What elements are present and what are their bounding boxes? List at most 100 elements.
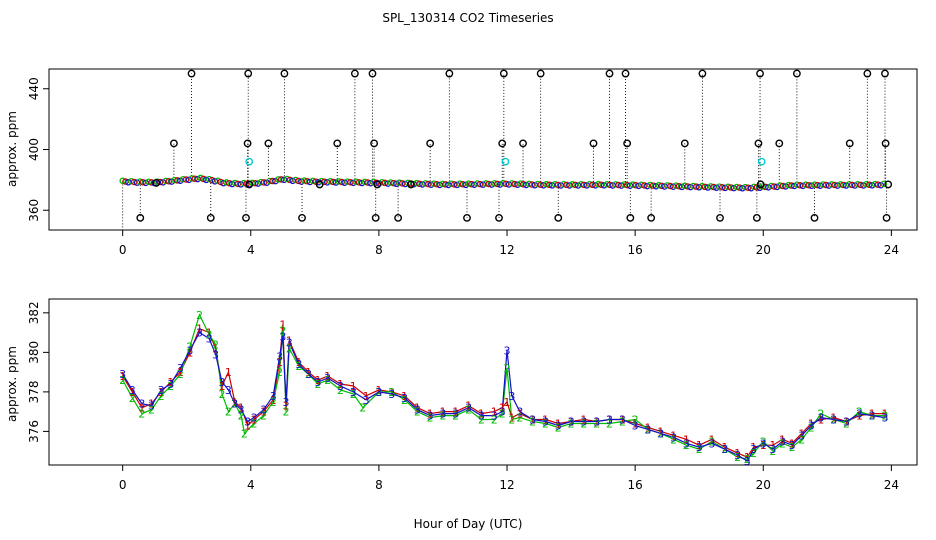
baseline-point [759,183,766,190]
outlier-point [754,139,763,148]
y-tick-label: 360 [27,199,41,222]
series-3-marker: 3 [632,419,639,432]
series-2-marker: 2 [798,433,805,446]
series-2-marker: 2 [452,410,459,423]
outlier-point [350,69,359,78]
series-2-marker: 2 [529,416,536,429]
series-3-marker: 3 [606,414,613,427]
series-3-marker: 3 [270,390,277,403]
outlier-point [407,180,415,189]
baseline-point [174,177,181,184]
series-1-marker: 1 [439,406,446,419]
series-3-marker: 3 [158,384,165,397]
series-1-marker: 1 [244,419,251,432]
baseline-point [779,182,787,190]
series-2-marker: 2 [177,368,184,381]
series-3-marker: 3 [250,412,257,425]
outlier-point [499,69,508,78]
series-3-marker: 3 [683,437,690,450]
outlier-point [242,213,250,222]
baseline-point [543,180,550,188]
series-2-marker: 2 [337,384,344,397]
outlier-point [605,69,614,78]
series-2-marker: 2 [283,406,290,419]
y-tick-label: 380 [27,341,41,364]
series-1-marker: 1 [529,414,536,427]
outlier-point [445,69,454,78]
baseline-point [387,179,395,186]
series-1-marker: 1 [279,319,286,332]
top-plot-frame [48,68,918,231]
series-3-marker: 3 [363,394,370,407]
baseline-point [283,175,291,183]
series-1-marker: 1 [270,394,277,407]
series-2-marker: 2 [499,408,506,421]
baseline-point [335,178,343,185]
baseline-point [260,179,268,186]
series-3-marker: 3 [491,410,498,423]
baseline-point [793,181,801,188]
baseline-point [517,180,524,187]
series-3-marker: 3 [478,410,485,423]
series-3-marker: 3 [869,410,876,423]
x-tick-label: 20 [756,478,771,492]
baseline-point [672,182,680,189]
baseline-point [439,180,446,188]
series-1-marker: 1 [225,366,232,379]
series-2-marker: 2 [465,404,472,417]
outlier-point [519,139,527,148]
series-2-marker: 2 [196,309,203,322]
series-2-marker: 2 [218,388,225,401]
series-3-marker: 3 [789,439,796,452]
series-2-marker: 2 [206,329,213,342]
series-3-line [122,331,886,462]
x-tick-label: 20 [756,243,771,257]
baseline-point [491,180,498,187]
series-3-marker: 3 [881,412,888,425]
series-2-marker: 2 [388,386,395,399]
series-1-marker: 1 [789,437,796,450]
series-3-marker: 3 [283,396,290,409]
series-3-marker: 3 [286,336,293,349]
series-1-marker: 1 [324,370,331,383]
series-2-marker: 2 [856,406,863,419]
series-3-marker: 3 [305,368,312,381]
series-1-marker: 1 [119,370,126,383]
series-3-marker: 3 [218,376,225,389]
bottom-y-axis: 376 378 380 382 [27,301,49,443]
series-3-marker: 3 [225,384,232,397]
series-2-marker: 2 [350,388,357,401]
outlier-point [394,213,403,222]
baseline-point [768,182,775,190]
baseline-point [664,182,671,189]
top-x-axis: 0 4 8 12 16 20 24 [119,230,899,257]
baseline-point [802,181,810,188]
y-tick-label: 440 [27,77,41,100]
y-tick-label: 378 [27,380,41,403]
baseline-point [785,181,792,189]
series-1-marker: 1 [206,327,213,340]
baseline-point [595,180,602,188]
series-2-marker: 2 [270,396,277,409]
series-1-marker: 1 [375,384,382,397]
series-2-marker: 2 [186,340,193,353]
baseline-point [165,178,173,185]
series-1-marker: 1 [580,414,587,427]
x-tick-label: 8 [375,478,383,492]
x-tick-label: 24 [884,478,899,492]
series-1-marker: 1 [508,412,515,425]
baseline-point [292,176,299,184]
series-1-marker: 1 [260,406,267,419]
series-1-marker: 1 [186,346,193,359]
series-2-marker: 2 [779,437,786,450]
outlier-point [626,213,635,222]
series-1-marker: 1 [212,342,219,355]
baseline-point [681,182,689,190]
outlier-point [623,139,632,148]
top-y-axis: 360 400 440 [27,77,49,222]
series-2-marker: 2 [869,410,876,423]
series-3-marker: 3 [516,406,523,419]
baseline-point [326,177,334,185]
series-2-marker: 2 [119,374,126,387]
series-1-marker: 1 [657,425,664,438]
